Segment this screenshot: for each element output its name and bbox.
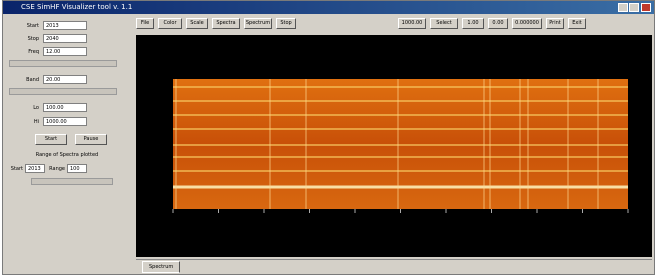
toolbar-button[interactable]: Spectra (212, 18, 240, 29)
text-field[interactable]: 2013 (43, 21, 87, 30)
toolbar-button[interactable]: Scale (186, 18, 208, 29)
field-label: Freq (7, 49, 39, 55)
text-field[interactable]: 100 (67, 164, 87, 173)
slider[interactable] (31, 178, 113, 185)
minimize-button[interactable] (618, 3, 628, 12)
toolbar-readout: 1000.00 (398, 18, 426, 29)
toolbar-readout: 0.00 (488, 18, 508, 29)
x-axis (173, 209, 628, 213)
field-label: Lo (7, 105, 39, 111)
group-title: Range of Spectra plotted (17, 152, 117, 158)
text-field[interactable]: 12.00 (43, 47, 87, 56)
field-label: Stop (7, 36, 39, 42)
button[interactable]: Start (35, 134, 67, 145)
field-label: Start (0, 166, 23, 172)
toolbar: File Color Scale Spectra Spectrum Stop 1000.00… (136, 17, 654, 31)
toolbar-readout: Select (430, 18, 458, 29)
tab-bar: Spectrum (136, 259, 652, 272)
toolbar-button[interactable]: Spectrum (244, 18, 272, 29)
field-label: Band (7, 77, 39, 83)
title-bar: CSE SimHF Visualizer tool v. 1.1 (3, 1, 654, 14)
toolbar-readout: 1.00 (462, 18, 484, 29)
spectrogram-panel (136, 35, 652, 257)
toolbar-readout[interactable]: Exit (568, 18, 586, 29)
field-label: Start (7, 23, 39, 29)
toolbar-button[interactable]: File (136, 18, 154, 29)
toolbar-button[interactable]: Stop (276, 18, 296, 29)
app-window: CSE SimHF Visualizer tool v. 1.1 Start 20… (2, 0, 655, 275)
maximize-button[interactable] (629, 3, 639, 12)
toolbar-button[interactable]: Color (158, 18, 182, 29)
text-field[interactable]: 2040 (43, 34, 87, 43)
spectrogram-image (173, 79, 628, 209)
field-label: Hi (7, 119, 39, 125)
field-label: Range (35, 166, 65, 172)
slider[interactable] (9, 88, 117, 95)
text-field[interactable]: 20.00 (43, 75, 87, 84)
slider[interactable] (9, 60, 117, 67)
toolbar-readout: 0.000000 (512, 18, 542, 29)
text-field[interactable]: 100.00 (43, 103, 87, 112)
toolbar-readout[interactable]: Print (546, 18, 564, 29)
close-button[interactable] (641, 3, 651, 12)
button[interactable]: Pause (75, 134, 107, 145)
window-title: CSE SimHF Visualizer tool v. 1.1 (21, 3, 132, 11)
control-panel: Start 2013 Stop 2040 Freq 12.00 Band 20.00 Lo 100… (7, 17, 131, 267)
spectrogram (136, 35, 652, 257)
tab[interactable]: Spectrum (142, 261, 180, 273)
text-field[interactable]: 1000.00 (43, 117, 87, 126)
